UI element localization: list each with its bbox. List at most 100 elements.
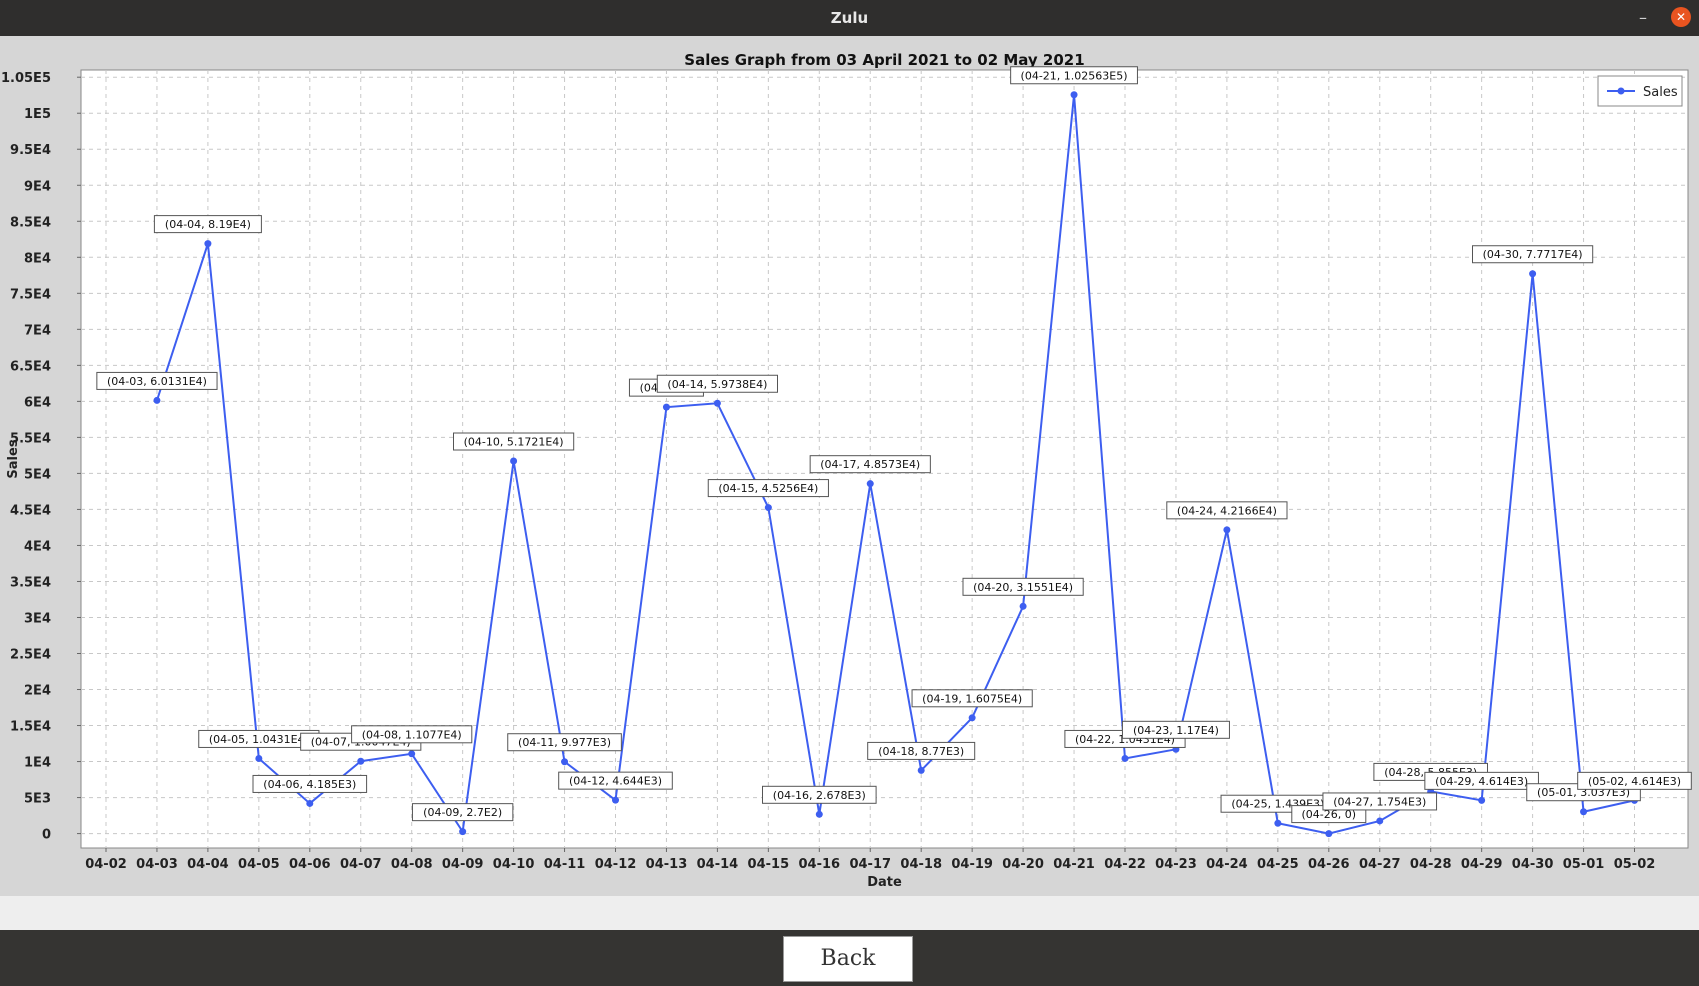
data-point [1580, 808, 1588, 816]
data-label: (04-18, 8.77E3) [878, 745, 964, 758]
x-tick-label: 04-12 [595, 857, 637, 872]
data-label: (04-06, 4.185E3) [263, 778, 356, 791]
data-label-box [1010, 66, 1138, 85]
data-label: (04-24, 4.2166E4) [1177, 504, 1277, 517]
x-tick-label: 05-02 [1614, 857, 1656, 872]
x-tick-label: 04-22 [1104, 857, 1146, 872]
data-point [459, 828, 467, 836]
data-label-box [867, 741, 976, 760]
legend-label: Sales [1643, 85, 1678, 100]
y-tick-label: 4E4 [24, 539, 51, 554]
data-label: (04-12, 4.644E3) [569, 775, 662, 788]
data-point [153, 396, 161, 404]
y-tick-label: 0 [42, 828, 51, 843]
data-point [1478, 796, 1486, 804]
x-tick-label: 04-08 [391, 857, 433, 872]
data-label-box [507, 733, 622, 752]
x-tick-label: 04-23 [1155, 857, 1197, 872]
data-label: (04-17, 4.8573E4) [820, 458, 920, 471]
data-label: (04-19, 1.6075E4) [922, 692, 1022, 705]
data-point [968, 714, 976, 722]
data-label-box [809, 455, 931, 474]
data-point [357, 757, 365, 765]
y-tick-label: 9E4 [24, 179, 51, 194]
data-label: (04-03, 6.0131E4) [107, 375, 207, 388]
data-label: (04-04, 8.19E4) [165, 218, 251, 231]
y-tick-label: 1E5 [24, 107, 51, 122]
data-label-box [911, 689, 1033, 708]
y-tick-label: 1.05E5 [1, 71, 51, 86]
x-tick-label: 04-07 [340, 857, 382, 872]
y-tick-label: 6E4 [24, 395, 51, 410]
data-label: (04-23, 1.17E4) [1133, 724, 1219, 737]
data-label-box [252, 774, 368, 793]
data-label: (04-27, 1.754E3) [1333, 795, 1426, 808]
data-point [1274, 819, 1282, 827]
y-tick-label: 8.5E4 [10, 215, 51, 230]
x-tick-label: 04-18 [900, 857, 942, 872]
data-label: (04-29, 4.614E3) [1435, 775, 1528, 788]
data-point [1325, 830, 1333, 838]
data-label-box [1424, 771, 1539, 790]
minimize-icon[interactable]: – [1639, 8, 1647, 27]
data-point [1529, 270, 1537, 278]
data-label-box [1166, 501, 1288, 520]
data-label-box [411, 803, 514, 822]
close-icon[interactable]: ✕ [1671, 7, 1691, 27]
x-tick-label: 04-14 [697, 857, 739, 872]
x-tick-label: 04-30 [1512, 857, 1554, 872]
series-line-sales [155, 94, 1635, 835]
data-point [815, 810, 823, 818]
x-tick-label: 04-13 [646, 857, 688, 872]
x-tick-label: 04-11 [544, 857, 586, 872]
data-point [764, 504, 772, 512]
x-tick-label: 04-09 [442, 857, 484, 872]
data-point [917, 766, 925, 774]
y-tick-label: 7E4 [24, 323, 51, 338]
x-tick-label: 04-19 [951, 857, 993, 872]
y-tick-label: 1E4 [24, 756, 51, 771]
y-axis-label: Sales [6, 439, 21, 478]
x-tick-label: 04-02 [85, 857, 127, 872]
data-label-box [351, 725, 473, 744]
data-label-box [96, 371, 218, 390]
x-tick-label: 04-15 [748, 857, 790, 872]
data-label: (05-02, 4.614E3) [1588, 775, 1681, 788]
data-label: (04-20, 3.1551E4) [973, 581, 1073, 594]
y-tick-label: 8E4 [24, 251, 51, 266]
data-point [510, 457, 518, 465]
data-label: (04-10, 5.1721E4) [464, 436, 564, 449]
y-tick-label: 3E4 [24, 611, 51, 626]
status-strip [0, 896, 1699, 930]
data-point [662, 403, 670, 411]
x-tick-label: 04-25 [1257, 857, 1299, 872]
x-tick-label: 04-24 [1206, 857, 1248, 872]
data-label: (04-30, 7.7717E4) [1483, 248, 1583, 261]
data-label-box [1472, 245, 1594, 264]
x-tick-label: 04-06 [289, 857, 331, 872]
data-label-box [558, 771, 673, 790]
data-label-box [762, 785, 877, 804]
data-label-box [707, 479, 829, 498]
data-point [561, 758, 569, 766]
legend-box [1597, 75, 1683, 107]
chart-panel: Sales Graph from 03 April 2021 to 02 May… [0, 36, 1699, 896]
x-tick-label: 04-17 [849, 857, 891, 872]
data-point [1376, 817, 1384, 825]
sales-chart: Sales Graph from 03 April 2021 to 02 May… [1, 51, 1692, 890]
chart-title: Sales Graph from 03 April 2021 to 02 May… [684, 51, 1084, 69]
data-point [1019, 602, 1027, 610]
x-tick-label: 04-20 [1002, 857, 1044, 872]
y-tick-label: 7.5E4 [10, 287, 51, 302]
data-label-box [1322, 792, 1438, 811]
x-tick-label: 04-16 [799, 857, 841, 872]
data-label: (04-26, 0) [1302, 808, 1357, 821]
data-point [255, 754, 263, 762]
data-label-box [656, 374, 778, 393]
window-titlebar: Zulu – ✕ [0, 0, 1699, 36]
y-tick-label: 3.5E4 [10, 575, 51, 590]
back-button[interactable]: Back [783, 936, 913, 982]
data-point [612, 796, 619, 804]
x-tick-label: 04-04 [187, 857, 229, 872]
data-point [408, 750, 416, 758]
